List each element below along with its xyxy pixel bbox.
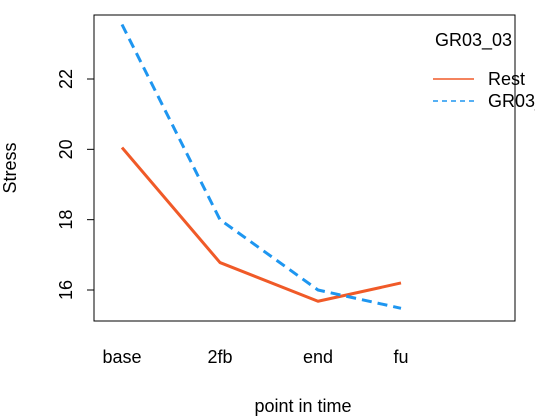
legend-label: Rest: [488, 69, 525, 89]
y-axis: 16 18 20 22: [56, 69, 94, 300]
y-tick-label: 22: [56, 69, 76, 89]
series-line-gr03-03: [120, 23, 402, 310]
x-axis: base 2fb end fu: [102, 347, 408, 367]
legend-title: GR03_03: [435, 30, 512, 51]
x-tick-label: fu: [393, 347, 408, 367]
x-axis-label: point in time: [254, 396, 351, 416]
series-layer: [120, 23, 402, 310]
series-line-rest: [120, 146, 402, 303]
x-tick-label: base: [102, 347, 141, 367]
y-tick-label: 18: [56, 210, 76, 230]
plot-frame: [93, 14, 516, 322]
x-tick-label: end: [303, 347, 333, 367]
y-tick-label: 20: [56, 139, 76, 159]
legend-label: GR03_03: [488, 91, 535, 112]
y-axis-label: Stress: [0, 142, 20, 193]
x-tick-label: 2fb: [207, 347, 232, 367]
y-tick-label: 16: [56, 280, 76, 300]
